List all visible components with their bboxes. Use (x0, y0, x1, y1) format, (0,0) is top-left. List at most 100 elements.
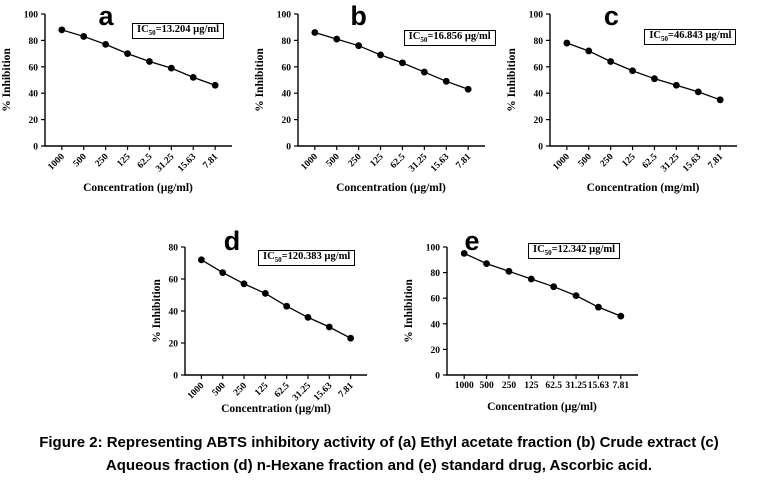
svg-text:100: 100 (529, 11, 544, 21)
ic50-subscript: 50 (544, 249, 552, 258)
svg-text:60: 60 (169, 276, 179, 286)
svg-text:1000: 1000 (299, 152, 320, 173)
chart-panel-b: 0 20 40 60 80 100 1000 500 250 125 62.5 31.25 15.63 7… (253, 0, 506, 200)
svg-text:7.81: 7.81 (612, 381, 629, 391)
ic50-label-b: IC50=16.856 µg/ml (403, 30, 496, 47)
panel-label-c: c (603, 1, 619, 31)
ic50-prefix: IC (649, 30, 662, 41)
svg-text:62.5: 62.5 (388, 152, 407, 171)
svg-text:125: 125 (621, 152, 638, 169)
plot-a: 0 20 40 60 80 100 1000 500 250 125 62.5 31.25 15.63 7… (1, 11, 232, 194)
svg-text:125: 125 (116, 152, 133, 169)
svg-text:125: 125 (524, 381, 539, 391)
ic50-value: =120.383 µg/ml (281, 251, 351, 262)
svg-text:% Inhibition: % Inhibition (403, 279, 415, 343)
svg-text:125: 125 (253, 381, 270, 398)
plot-c: 0 20 40 60 80 100 1000 500 250 125 62.5 31.25 15.63 7… (506, 11, 738, 194)
chart-panel-d: 0 20 40 60 80 1000 500 250 125 62.5 31.25 15.63 7.81… (130, 200, 395, 415)
panel-label-e: e (464, 226, 480, 256)
svg-text:80: 80 (281, 37, 291, 47)
svg-text:% Inhibition: % Inhibition (254, 48, 266, 112)
svg-text:% Inhibition: % Inhibition (151, 279, 163, 343)
ic50-subscript: 50 (274, 256, 282, 265)
svg-text:60: 60 (431, 295, 441, 305)
ic50-label-c: IC50=46.843 µg/ml (644, 29, 737, 46)
ic50-label-a: IC50=13.204 µg/ml (132, 23, 225, 40)
svg-text:20: 20 (169, 340, 179, 350)
ic50-subscript: 50 (148, 29, 156, 38)
svg-text:500: 500 (72, 152, 89, 169)
svg-text:1000: 1000 (552, 152, 573, 173)
ic50-subscript: 50 (420, 36, 428, 45)
caption-line-1: Figure 2: Representing ABTS inhibitory a… (39, 434, 719, 451)
caption-line-2: Aqueous fraction (d) n-Hexane fraction a… (105, 457, 653, 475)
ic50-value: =13.204 µg/ml (155, 24, 220, 35)
svg-text:0: 0 (173, 372, 178, 382)
svg-text:60: 60 (534, 63, 544, 73)
bottom-chart-row: 0 20 40 60 80 1000 500 250 125 62.5 31.25 15.63 7.81… (130, 200, 758, 415)
svg-text:500: 500 (211, 381, 228, 398)
svg-text:15.63: 15.63 (176, 152, 198, 174)
svg-text:Concentration (µg/ml): Concentration (µg/ml) (83, 182, 193, 194)
svg-text:100: 100 (24, 11, 39, 21)
svg-text:7.81: 7.81 (707, 152, 726, 171)
svg-text:40: 40 (169, 308, 179, 318)
svg-text:100: 100 (276, 11, 291, 21)
panel-label-d: d (223, 226, 241, 256)
svg-text:80: 80 (169, 244, 179, 254)
svg-text:% Inhibition: % Inhibition (1, 48, 13, 112)
svg-text:Concentration (µg/ml): Concentration (µg/ml) (487, 401, 597, 413)
svg-text:7.81: 7.81 (337, 381, 356, 400)
svg-text:15.63: 15.63 (429, 152, 451, 174)
ic50-prefix: IC (533, 244, 545, 255)
ic50-subscript: 50 (661, 35, 669, 44)
svg-text:1000: 1000 (455, 381, 474, 391)
svg-text:80: 80 (431, 269, 441, 279)
ic50-label-d: IC50=120.383 µg/ml (258, 250, 356, 267)
svg-text:62.5: 62.5 (545, 381, 562, 391)
svg-text:125: 125 (368, 152, 385, 169)
svg-text:Concentration (mg/ml): Concentration (mg/ml) (587, 182, 700, 194)
svg-text:15.63: 15.63 (312, 381, 334, 403)
chart-panel-c: 0 20 40 60 80 100 1000 500 250 125 62.5 31.25 15.63 7… (505, 0, 758, 200)
chart-panel-a: 0 20 40 60 80 100 1000 500 250 125 62.5 31.25 15.63 7… (0, 0, 253, 200)
figure-caption: Figure 2: Representing ABTS inhibitory a… (0, 431, 758, 478)
svg-text:250: 250 (599, 152, 616, 169)
plot-d: 0 20 40 60 80 1000 500 250 125 62.5 31.25 15.63 7.81… (151, 244, 367, 415)
chart-panel-e: 0 20 40 60 80 100 1000 500 250 125 62.5 31.25 15.63 7… (400, 200, 690, 415)
svg-text:20: 20 (534, 116, 544, 126)
svg-text:500: 500 (479, 381, 494, 391)
svg-text:31.25: 31.25 (660, 152, 682, 174)
svg-text:250: 250 (346, 152, 363, 169)
svg-text:Concentration (µg/ml): Concentration (µg/ml) (221, 403, 331, 415)
svg-text:0: 0 (33, 143, 38, 153)
svg-text:500: 500 (577, 152, 594, 169)
svg-text:40: 40 (29, 90, 39, 100)
panel-label-b: b (350, 1, 367, 31)
svg-text:500: 500 (324, 152, 341, 169)
svg-text:60: 60 (29, 63, 39, 73)
plot-b: 0 20 40 60 80 100 1000 500 250 125 62.5 31.25 15.63 7… (254, 11, 485, 194)
svg-text:% Inhibition: % Inhibition (506, 48, 518, 112)
ic50-value: =46.843 µg/ml (668, 30, 732, 41)
svg-text:7.81: 7.81 (201, 152, 220, 171)
svg-text:250: 250 (232, 381, 249, 398)
svg-text:7.81: 7.81 (454, 152, 473, 171)
svg-text:80: 80 (29, 37, 39, 47)
svg-text:0: 0 (539, 143, 544, 153)
svg-text:62.5: 62.5 (273, 381, 292, 400)
svg-text:100: 100 (426, 244, 441, 254)
svg-text:62.5: 62.5 (641, 152, 660, 171)
svg-text:40: 40 (431, 320, 441, 330)
svg-text:0: 0 (286, 143, 291, 153)
svg-text:31.25: 31.25 (565, 381, 587, 391)
ic50-value: =12.342 µg/ml (551, 244, 616, 255)
svg-text:15.63: 15.63 (588, 381, 610, 391)
svg-text:60: 60 (281, 63, 291, 73)
svg-text:20: 20 (431, 346, 441, 356)
svg-text:40: 40 (534, 90, 544, 100)
svg-text:31.25: 31.25 (291, 381, 313, 403)
svg-text:1000: 1000 (46, 152, 67, 173)
svg-text:31.25: 31.25 (154, 152, 176, 174)
